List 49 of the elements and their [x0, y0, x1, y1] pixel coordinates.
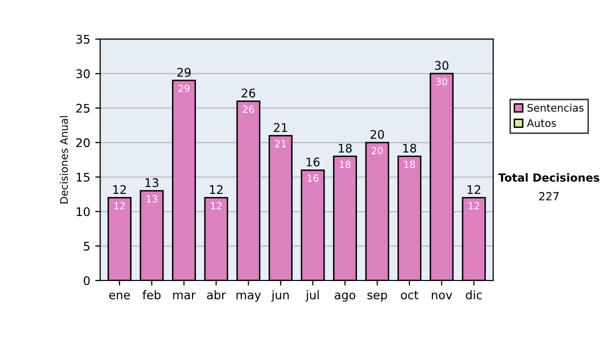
x-tick-label: ago — [334, 292, 356, 302]
total-label: 18 — [338, 144, 352, 153]
x-tick-label: nov — [432, 292, 452, 300]
data-label: 12 — [114, 202, 125, 210]
y-tick-label: 35 — [76, 34, 90, 44]
data-label: 26 — [242, 106, 254, 113]
x-tick-label: may — [236, 292, 261, 302]
y-tick-label: 30 — [76, 69, 90, 78]
total-label: 12 — [468, 185, 480, 194]
data-label: 18 — [340, 160, 351, 168]
total-label: 12 — [210, 185, 222, 194]
legend-label: Autos — [526, 119, 556, 128]
x-tick-label: dic — [466, 290, 482, 300]
x-tick-label: oct — [400, 290, 418, 300]
data-label: 12 — [211, 202, 222, 210]
total-label: 18 — [403, 144, 416, 153]
data-label: 29 — [178, 84, 190, 92]
x-tick-label: mar — [173, 292, 196, 300]
x-tick-label: jun — [271, 290, 289, 302]
total-label: 21 — [274, 123, 288, 132]
data-label: 18 — [404, 160, 415, 168]
y-tick-label: 10 — [76, 207, 90, 216]
total-label: 12 — [113, 185, 126, 194]
x-tick-label: ene — [109, 292, 130, 300]
total-label: 13 — [146, 178, 158, 188]
y-tick-label: 0 — [84, 276, 90, 286]
x-tick-label: jul — [306, 290, 319, 302]
text: Total Decisiones — [498, 173, 600, 182]
y-tick-label: 15 — [76, 172, 90, 182]
data-label: 30 — [436, 78, 448, 86]
total-label: 20 — [370, 130, 384, 139]
total-label: 26 — [242, 88, 256, 98]
legend-label: Sentencias — [528, 104, 584, 112]
x-tick-label: sep — [367, 292, 388, 302]
data-label: 12 — [468, 202, 480, 210]
data-label: 20 — [372, 146, 383, 154]
data-label: 16 — [308, 174, 318, 182]
y-tick-label: 5 — [84, 242, 90, 251]
x-tick-label: feb — [142, 290, 161, 300]
text: 227 — [539, 192, 559, 200]
total-label: 29 — [177, 68, 191, 77]
total-label: 16 — [306, 158, 320, 166]
data-label: 21 — [275, 140, 286, 148]
y-tick-label: 25 — [76, 104, 90, 113]
total-label: 30 — [435, 60, 448, 70]
y-axis-title: Decisiones Anual — [60, 116, 68, 204]
x-tick-label: abr — [207, 290, 226, 300]
data-label: 13 — [146, 195, 158, 203]
y-tick-label: 20 — [76, 138, 90, 148]
